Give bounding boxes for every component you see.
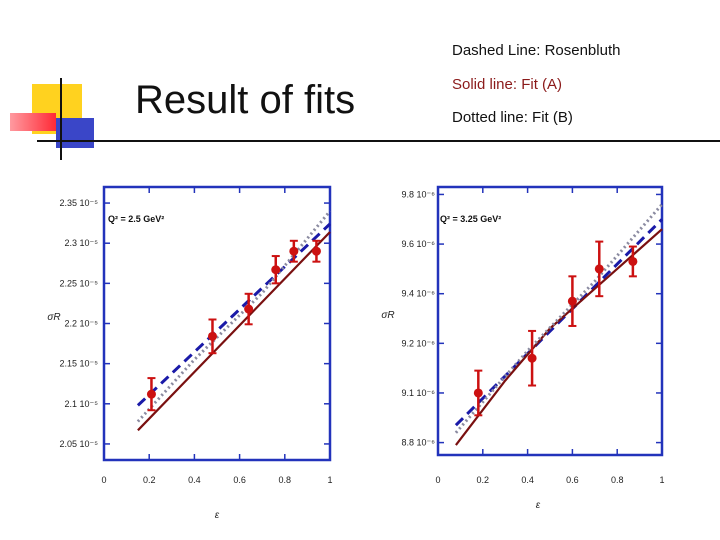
deco-vertical-line: [60, 78, 62, 160]
y-tick-label: 8.8 10⁻⁶: [402, 438, 436, 448]
y-axis-label: σR: [47, 312, 60, 323]
deco-blue-square: [56, 118, 94, 148]
plot-frame: [102, 185, 332, 462]
y-tick-label: 2.1 10⁻⁵: [64, 399, 98, 409]
data-point: [146, 389, 156, 399]
y-tick-label: 2.35 10⁻⁵: [59, 198, 98, 208]
chart-2: 9.8 10⁻⁶ 9.6 10⁻⁶ 9.4 10⁻⁶ 9.2 10⁻⁶ 9.1 10⁻⁶…: [381, 185, 665, 511]
data-point: [594, 264, 604, 274]
x-tick-label: 0: [435, 475, 440, 485]
x-tick-label: 0.2: [477, 475, 490, 485]
deco-horizontal-line: [37, 140, 720, 142]
series-fit-b: [454, 203, 664, 434]
plot-frame: [436, 185, 664, 457]
x-tick-label: 0.4: [188, 475, 201, 485]
series-fit-a: [137, 231, 331, 432]
y-tick-label: 2.15 10⁻⁵: [59, 359, 98, 369]
series-fit-b: [136, 210, 332, 423]
legend-rosenbluth: Dashed Line: Rosenbluth: [452, 42, 621, 59]
y-tick-label: 9.1 10⁻⁶: [402, 388, 436, 398]
x-tick-label: 0.6: [566, 475, 579, 485]
x-axis-label: ε: [536, 500, 541, 511]
data-point: [289, 246, 299, 256]
y-tick-label: 2.3 10⁻⁵: [64, 238, 98, 248]
y-tick-label: 9.8 10⁻⁶: [402, 189, 436, 199]
y-tick-label: 9.2 10⁻⁶: [402, 338, 436, 348]
y-tick-label: 2.05 10⁻⁵: [59, 439, 98, 449]
deco-red-bar: [10, 113, 56, 131]
y-tick-label: 9.4 10⁻⁶: [402, 289, 436, 299]
x-tick-label: 0: [101, 475, 106, 485]
q2-annotation: Q² = 2.5 GeV²: [108, 214, 164, 224]
data-point: [473, 388, 483, 398]
x-axis-label: ε: [215, 510, 220, 521]
series-rosenbluth: [136, 222, 332, 407]
slide-title: Result of fits: [135, 78, 356, 122]
data-point: [311, 246, 321, 256]
data-point: [628, 256, 638, 266]
data-point: [271, 265, 281, 275]
y-tick-label: 2.25 10⁻⁵: [59, 278, 98, 288]
legend-fit-a: Solid line: Fit (A): [452, 76, 563, 93]
data-point: [527, 353, 537, 363]
y-tick-label: 2.2 10⁻⁵: [64, 319, 98, 329]
y-axis-label: σR: [381, 310, 394, 321]
series-rosenbluth: [454, 218, 664, 427]
data-point: [567, 296, 577, 306]
q2-annotation: Q² = 3.25 GeV²: [440, 214, 501, 224]
x-tick-label: 0.8: [611, 475, 624, 485]
x-tick-label: 1: [659, 475, 664, 485]
chart-1: 2.35 10⁻⁵ 2.3 10⁻⁵ 2.25 10⁻⁵ 2.2 10⁻⁵ 2.15 1…: [47, 185, 333, 521]
x-tick-label: 0.6: [233, 475, 246, 485]
data-point: [244, 304, 254, 314]
x-tick-label: 1: [327, 475, 332, 485]
legend-fit-b: Dotted line: Fit (B): [452, 109, 573, 126]
y-tick-label: 9.6 10⁻⁶: [402, 239, 436, 249]
x-tick-label: 0.2: [143, 475, 156, 485]
data-point: [207, 331, 217, 341]
x-tick-label: 0.4: [521, 475, 534, 485]
x-tick-label: 0.8: [279, 475, 292, 485]
